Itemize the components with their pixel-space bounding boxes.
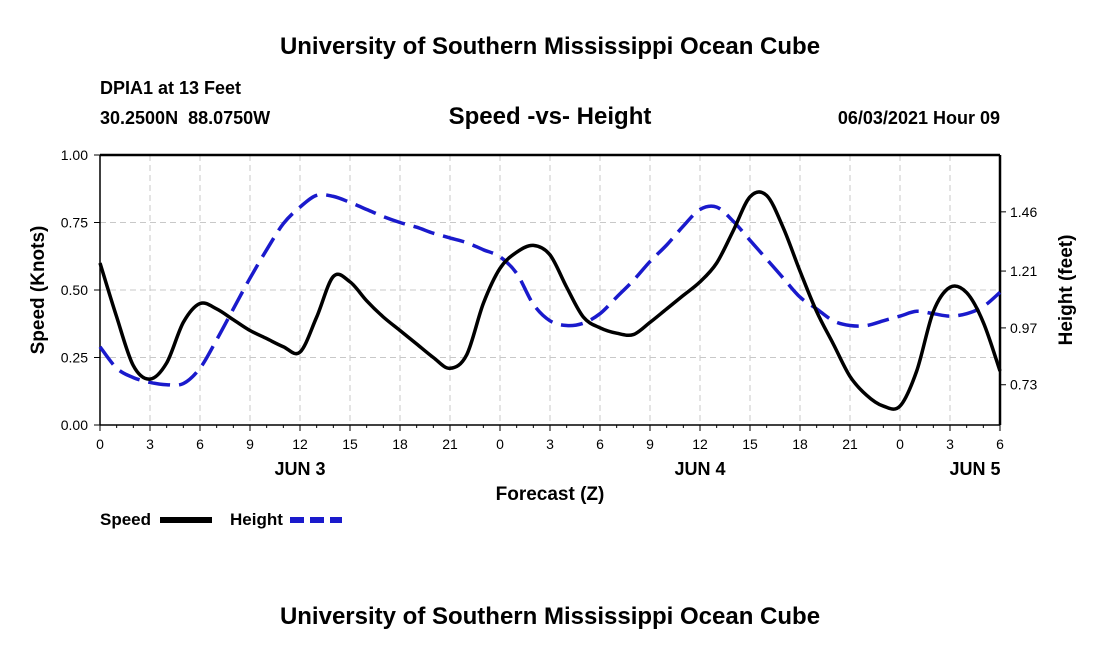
grid-lines	[100, 155, 1000, 425]
x-tick-label: 3	[946, 436, 954, 452]
x-tick-label: 21	[842, 436, 858, 452]
legend-speed-label: Speed	[100, 510, 151, 529]
x-tick-label: 0	[96, 436, 104, 452]
x-tick-label: 15	[342, 436, 358, 452]
legend: Speed Height	[100, 510, 342, 529]
x-tick-label: 6	[996, 436, 1004, 452]
day-label: JUN 3	[274, 459, 325, 479]
y-axis-right-title: Height (feet)	[1056, 235, 1077, 346]
y-left-tick-label: 0.50	[61, 282, 88, 298]
x-tick-label: 3	[546, 436, 554, 452]
x-tick-label: 18	[392, 436, 408, 452]
series-line-speed	[98, 190, 1002, 411]
y-right-tick-label: 1.46	[1010, 204, 1037, 220]
series-lines	[98, 190, 1002, 411]
y-right-tick-label: 1.21	[1010, 263, 1037, 279]
y-axis-left-title: Speed (Knots)	[28, 226, 49, 355]
page-title-bottom: University of Southern Mississippi Ocean…	[280, 603, 820, 630]
x-axis-title: Forecast (Z)	[496, 484, 605, 505]
y-left-tick-label: 1.00	[61, 147, 88, 163]
x-tick-label: 12	[292, 436, 308, 452]
x-tick-label: 18	[792, 436, 808, 452]
y-left-tick-label: 0.00	[61, 417, 88, 433]
station-name: DPIA1 at 13 Feet	[100, 78, 241, 98]
x-tick-label: 0	[496, 436, 504, 452]
x-tick-label: 3	[146, 436, 154, 452]
x-tick-label: 6	[596, 436, 604, 452]
x-tick-label: 9	[246, 436, 254, 452]
y-right-tick-label: 0.73	[1010, 377, 1037, 393]
y-right-tick-label: 0.97	[1010, 320, 1037, 336]
x-tick-label: 12	[692, 436, 708, 452]
page-title-top: University of Southern Mississippi Ocean…	[280, 33, 820, 60]
x-tick-label: 15	[742, 436, 758, 452]
x-tick-label: 0	[896, 436, 904, 452]
legend-height-label: Height	[230, 510, 283, 529]
series-line-height	[98, 192, 1002, 387]
x-tick-label: 9	[646, 436, 654, 452]
timestamp: 06/03/2021 Hour 09	[838, 108, 1000, 128]
x-tick-label: 6	[196, 436, 204, 452]
station-coords: 30.2500N 88.0750W	[100, 108, 270, 128]
day-label: JUN 4	[674, 459, 725, 479]
day-label: JUN 5	[949, 459, 1000, 479]
y-left-tick-label: 0.75	[61, 215, 88, 231]
x-tick-label: 21	[442, 436, 458, 452]
chart-title: Speed -vs- Height	[449, 103, 652, 130]
axes	[94, 153, 1006, 431]
y-left-tick-label: 0.25	[61, 350, 88, 366]
tick-labels: 0 3 6 9 12 15 18 21 0 3 6 9 12 15 18 21 0 3 6 JUN 3 JUN 4 JUN…	[61, 147, 1038, 479]
